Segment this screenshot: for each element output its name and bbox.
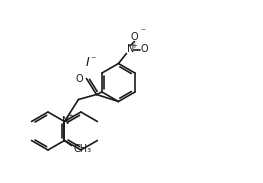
Text: +: + xyxy=(67,113,73,119)
Text: N: N xyxy=(127,44,134,55)
Text: ⁻: ⁻ xyxy=(140,27,145,38)
Text: O: O xyxy=(141,44,148,55)
Text: O: O xyxy=(131,31,138,42)
Text: ⁻: ⁻ xyxy=(90,55,96,65)
Text: +: + xyxy=(132,42,137,48)
Text: CH₃: CH₃ xyxy=(73,143,92,154)
Text: O: O xyxy=(76,74,83,85)
Text: N: N xyxy=(62,115,69,126)
Text: I: I xyxy=(86,57,90,70)
